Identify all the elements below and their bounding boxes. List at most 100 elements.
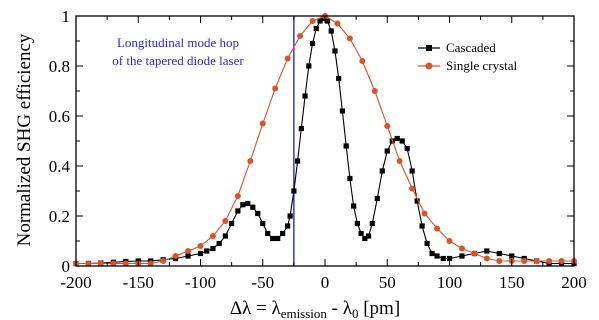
point-single-crystal-34: [496, 258, 503, 264]
point-single-crystal-30: [446, 238, 453, 244]
point-cascaded-32: [306, 63, 312, 69]
point-single-crystal-24: [371, 88, 378, 94]
point-cascaded-17: [240, 202, 246, 208]
point-single-crystal-36: [521, 258, 528, 264]
x-tick-label-1: -150: [123, 273, 154, 292]
point-single-crystal-39: [558, 258, 565, 264]
point-cascaded-48: [365, 233, 372, 239]
point-cascaded-12: [210, 245, 216, 252]
point-single-crystal-6: [147, 260, 154, 267]
point-cascaded-63: [440, 255, 446, 262]
point-cascaded-25: [280, 230, 286, 237]
point-single-crystal-7: [160, 258, 167, 264]
x-axis-label-sub1: emission: [281, 306, 328, 320]
point-cascaded-28: [291, 188, 297, 194]
point-cascaded-21: [260, 220, 266, 227]
annotation-line-2: of the tapered diode laser: [112, 53, 244, 68]
point-single-crystal-22: [346, 35, 353, 42]
point-single-crystal-27: [409, 185, 416, 192]
point-single-crystal-33: [483, 255, 490, 262]
x-axis-label-main: Δλ = λ: [230, 298, 282, 319]
x-tick-label-6: 100: [437, 273, 463, 292]
point-cascaded-29: [295, 158, 301, 164]
point-single-crystal-25: [384, 123, 391, 129]
annotation-line-1: Longitudinal mode hop: [117, 35, 239, 50]
legend-cascaded-label: Cascaded: [446, 40, 496, 55]
point-single-crystal-4: [122, 260, 129, 267]
point-cascaded-65: [459, 253, 465, 259]
point-single-crystal-37: [533, 258, 540, 264]
point-single-crystal-23: [359, 58, 366, 64]
x-tick-label-5: 50: [379, 273, 396, 292]
point-cascaded-60: [424, 240, 430, 247]
point-cascaded-27: [287, 213, 293, 219]
point-cascaded-14: [222, 233, 228, 239]
x-tick-label-8: 200: [561, 273, 587, 292]
x-axis-label-unit: [pm]: [358, 298, 400, 319]
point-cascaded-16: [235, 208, 241, 214]
point-single-crystal-21: [334, 20, 341, 27]
point-cascaded-40: [336, 75, 342, 82]
x-axis-label-mid: - λ: [327, 298, 353, 319]
point-single-crystal-13: [234, 193, 241, 199]
point-cascaded-49: [369, 220, 375, 227]
x-axis-label-sub2: 0: [352, 306, 359, 320]
y-tick-label-2: 0.4: [49, 157, 71, 176]
point-cascaded-41: [339, 108, 346, 114]
point-single-crystal-32: [471, 250, 478, 257]
point-cascaded-68: [496, 250, 502, 257]
point-cascaded-57: [409, 168, 415, 174]
point-single-crystal-10: [197, 243, 204, 249]
point-cascaded-55: [399, 138, 405, 144]
point-cascaded-22: [265, 230, 271, 237]
legend-single-label: Single crystal: [446, 58, 518, 73]
x-tick-label-4: 0: [321, 273, 330, 292]
x-tick-label-2: -100: [185, 273, 216, 292]
point-cascaded-15: [229, 220, 235, 227]
point-cascaded-31: [302, 93, 308, 99]
point-single-crystal-31: [458, 245, 465, 252]
point-single-crystal-29: [434, 225, 441, 232]
y-tick-label-5: 1: [62, 7, 71, 26]
axes-layer: -200 -150 -100 -50 0 50 100 150 200 0 0.2 0.4 0.6 0.8…: [49, 7, 587, 292]
point-single-crystal-17: [284, 55, 291, 62]
point-cascaded-18: [245, 200, 251, 207]
point-cascaded-62: [434, 253, 440, 259]
point-cascaded-42: [343, 143, 349, 149]
point-cascaded-33: [309, 40, 316, 47]
point-cascaded-39: [332, 48, 338, 54]
x-axis-label: Δλ = λemission - λ0 [pm]: [230, 298, 400, 320]
point-cascaded-61: [429, 250, 435, 257]
series-layer: [73, 13, 577, 267]
point-cascaded-45: [354, 220, 360, 227]
point-cascaded-51: [379, 168, 385, 174]
point-single-crystal-28: [421, 210, 428, 217]
point-cascaded-64: [446, 255, 453, 262]
point-single-crystal-19: [309, 18, 316, 24]
point-single-crystal-12: [222, 218, 229, 224]
point-single-crystal-38: [546, 258, 553, 264]
point-single-crystal-8: [172, 253, 179, 259]
point-cascaded-13: [216, 240, 222, 247]
y-axis-label: Normalized SHG efficiency: [14, 33, 35, 246]
x-tick-label-3: -50: [251, 273, 274, 292]
legend-single-marker: [425, 62, 433, 70]
point-cascaded-24: [275, 235, 281, 242]
point-single-crystal-3: [110, 260, 117, 267]
point-single-crystal-11: [209, 233, 216, 239]
y-tick-label-1: 0.2: [49, 207, 70, 226]
point-single-crystal-9: [185, 248, 192, 254]
point-cascaded-30: [298, 125, 304, 132]
point-cascaded-47: [362, 235, 368, 242]
point-cascaded-37: [324, 18, 331, 24]
point-single-crystal-14: [247, 158, 254, 164]
x-tick-label-7: 150: [499, 273, 525, 292]
point-cascaded-44: [351, 203, 357, 209]
point-single-crystal-15: [259, 120, 266, 127]
point-cascaded-9: [185, 253, 191, 259]
point-cascaded-54: [394, 135, 400, 142]
point-cascaded-38: [328, 28, 334, 34]
point-single-crystal-18: [297, 33, 304, 39]
point-cascaded-43: [347, 175, 353, 182]
point-cascaded-19: [250, 204, 256, 210]
